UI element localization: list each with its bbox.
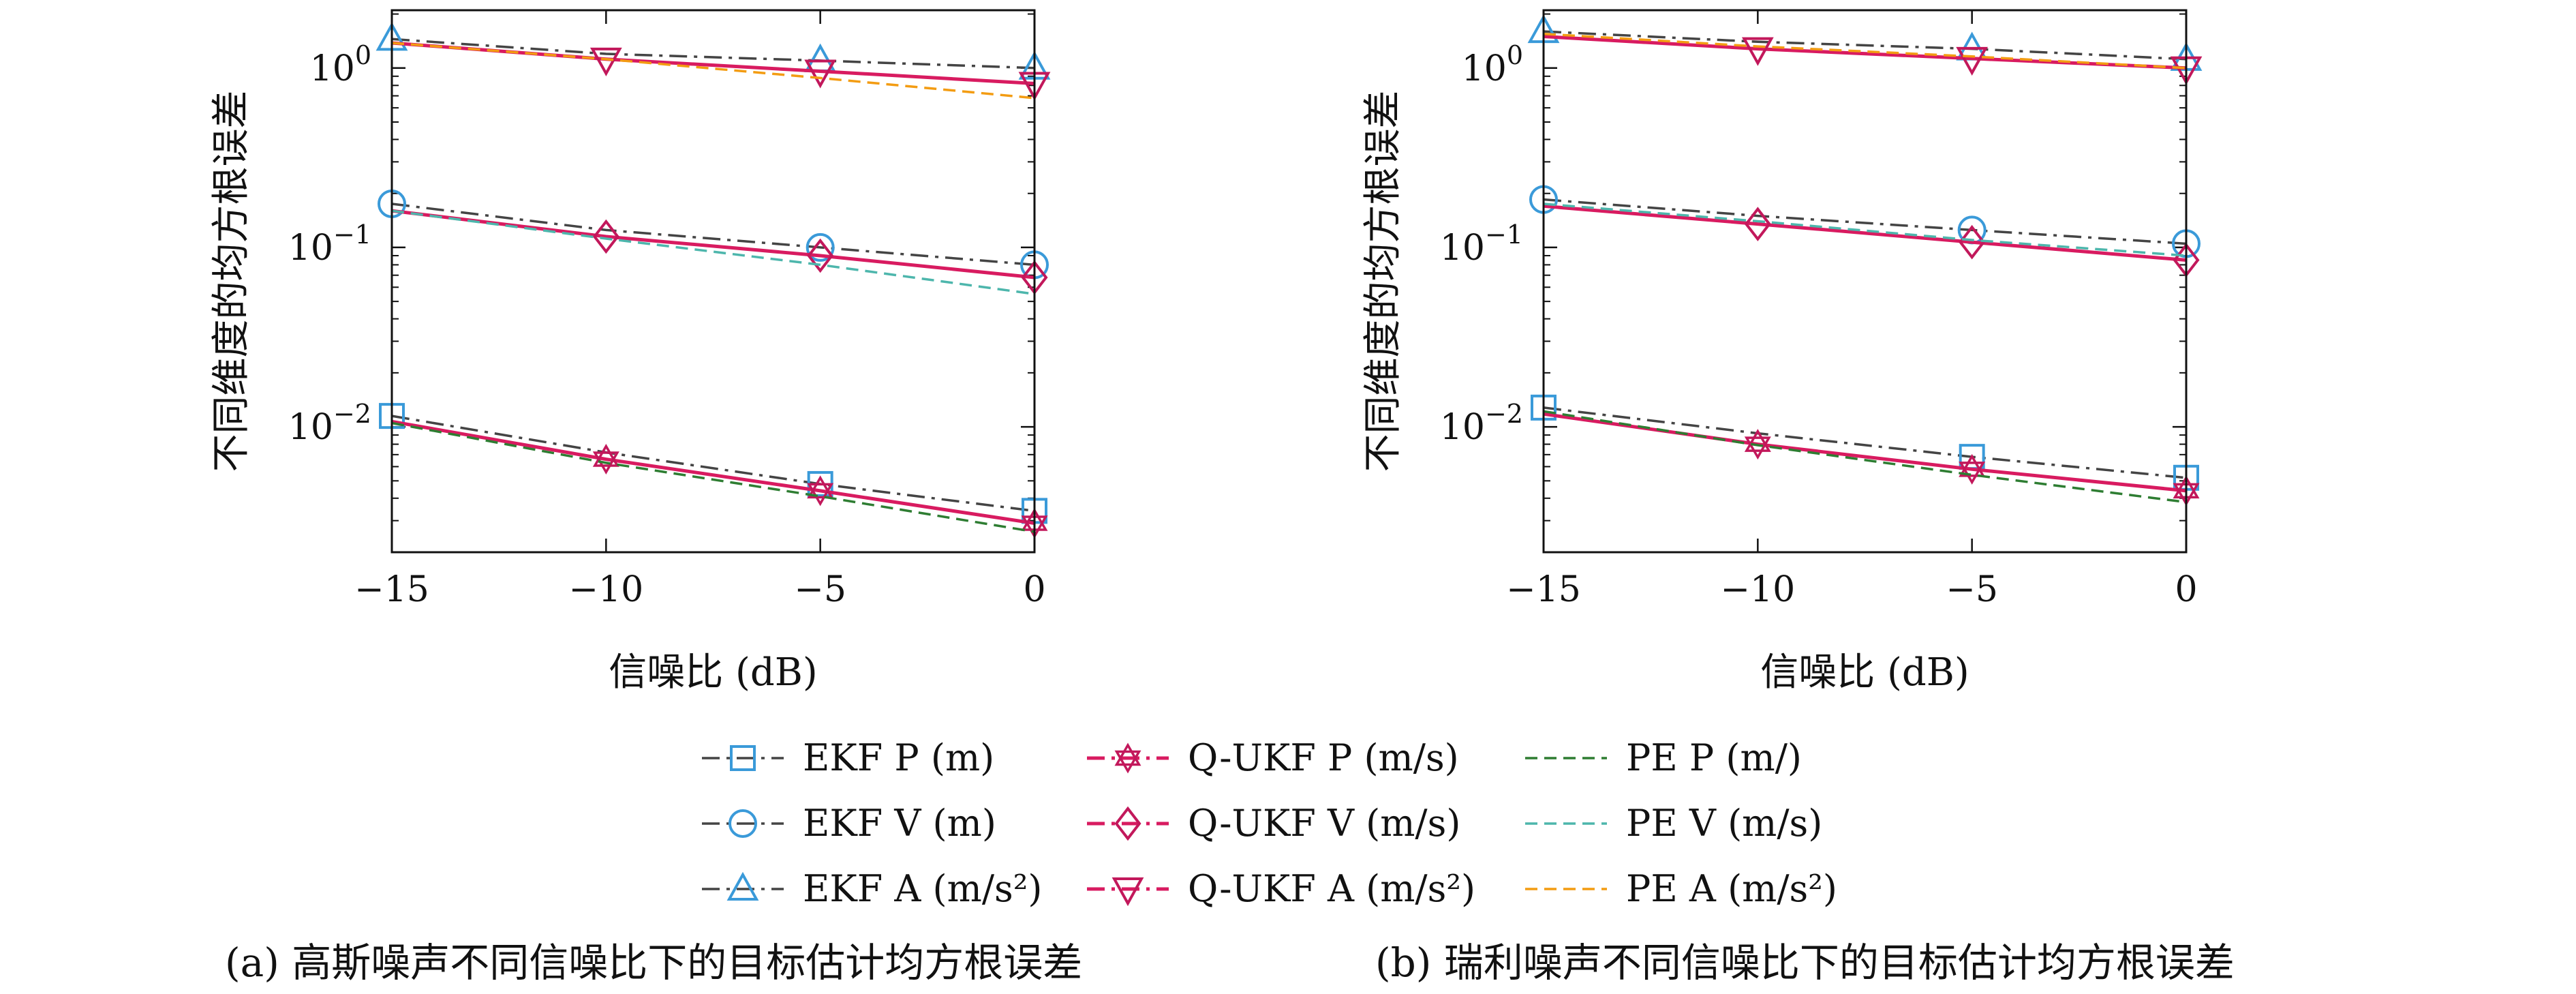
legend-label: EKF V (m) — [803, 802, 996, 845]
data-point — [1959, 224, 1986, 260]
chart-b: 10−2 10−1 100 −15 −10 −5 0 信噪比 (dB) 不同维度的均方根误差 (b… — [1361, 9, 2235, 986]
series-line — [1543, 35, 2187, 70]
data-point — [592, 219, 619, 254]
data-point — [806, 232, 835, 262]
series-ekf-v — [1529, 185, 2201, 258]
series-line — [391, 42, 1035, 100]
series-line — [391, 419, 1035, 525]
series-line — [391, 415, 1035, 513]
y-tick-label: 100 — [1462, 40, 1523, 89]
data-point — [589, 47, 622, 76]
legend-label: PE V (m/s) — [1626, 802, 1822, 845]
legend-label: Q-UKF A (m/s²) — [1188, 867, 1475, 910]
series-line — [1543, 198, 2187, 245]
legend-item: Q-UKF A (m/s²) — [1087, 867, 1475, 910]
series-pe-p — [391, 421, 1035, 533]
legend-label: PE P (m/) — [1626, 736, 1802, 779]
series-line — [1543, 32, 2187, 70]
subfigure-caption: (a) 高斯噪声不同信噪比下的目标估计均方根误差 — [225, 939, 1082, 986]
series-ekf-a — [1527, 14, 2203, 71]
plot-frame — [1542, 9, 2188, 554]
series-line — [391, 209, 1035, 280]
series-line — [391, 37, 1035, 70]
series-pe-p — [1543, 410, 2187, 504]
x-axis-label: 信噪比 (dB) — [609, 650, 818, 695]
series-line — [391, 202, 1035, 267]
y-tick-label: 10−2 — [1440, 399, 1523, 448]
x-tick-label: −15 — [1506, 569, 1581, 610]
legend-marker — [730, 745, 756, 771]
legend-label: Q-UKF P (m/s) — [1188, 736, 1459, 779]
legend-label: PE A (m/s²) — [1626, 867, 1837, 910]
y-tick-label: 10−1 — [1440, 220, 1523, 269]
data-point — [804, 59, 837, 89]
legend-marker — [729, 809, 757, 838]
data-point — [1741, 37, 1774, 66]
series-line — [1543, 30, 2187, 61]
series-pe-v — [1543, 202, 2187, 257]
data-point — [1956, 46, 1989, 76]
series-line — [1543, 202, 2187, 257]
legend-item: PE V (m/s) — [1525, 802, 1822, 845]
series-pe-a — [1543, 32, 2187, 70]
series-ekf-v — [378, 189, 1049, 280]
legend-label: Q-UKF V (m/s) — [1188, 802, 1460, 845]
legend-item: Q-UKF P (m/s) — [1087, 736, 1459, 779]
series-q-ukf-p — [391, 419, 1048, 539]
data-point — [1959, 453, 1986, 485]
x-tick-label: −10 — [1720, 569, 1795, 610]
x-tick-label: 0 — [2175, 569, 2197, 610]
legend-item: PE A (m/s²) — [1525, 867, 1837, 910]
series-pe-a — [391, 42, 1035, 100]
legend-item: PE P (m/) — [1525, 736, 1802, 779]
series-ekf-p — [379, 403, 1047, 524]
series-line — [1543, 412, 2187, 493]
legend-marker — [726, 871, 759, 901]
series-q-ukf-v — [1543, 204, 2200, 277]
series-q-ukf-p — [1543, 412, 2200, 507]
x-tick-label: −10 — [568, 569, 643, 610]
series-line — [391, 41, 1035, 85]
series-line — [1543, 410, 2187, 504]
y-tick-label: 10−2 — [288, 399, 371, 448]
legend-item: EKF A (m/s²) — [702, 867, 1042, 910]
legend: EKF P (m) EKF V (m) EKF A (m/s²) Q-UKF P (m… — [702, 736, 1837, 910]
x-tick-label: −5 — [1946, 569, 1998, 610]
series-line — [1543, 204, 2187, 262]
series-ekf-a — [375, 22, 1051, 80]
series-pe-v — [391, 209, 1035, 296]
legend-marker — [1114, 742, 1141, 774]
series-line — [391, 209, 1035, 296]
x-tick-label: −5 — [794, 569, 846, 610]
series-line — [391, 421, 1035, 533]
x-tick-label: −15 — [354, 569, 429, 610]
x-axis-label: 信噪比 (dB) — [1760, 650, 1969, 695]
legend-item: Q-UKF V (m/s) — [1087, 802, 1460, 845]
data-point — [807, 238, 834, 273]
series-line — [1543, 406, 2187, 479]
plot-frame — [390, 9, 1036, 554]
data-point — [1744, 207, 1771, 241]
legend-item: EKF P (m) — [702, 736, 994, 779]
y-axis-label: 不同维度的均方根误差 — [1361, 91, 1405, 472]
y-axis-label: 不同维度的均方根误差 — [209, 91, 254, 472]
legend-item: EKF V (m) — [702, 802, 996, 845]
data-point — [1744, 429, 1771, 460]
legend-marker — [1111, 877, 1144, 907]
series-q-ukf-a — [1543, 35, 2203, 85]
y-tick-label: 100 — [310, 40, 371, 89]
legend-label: EKF P (m) — [803, 736, 994, 779]
legend-label: EKF A (m/s²) — [803, 867, 1042, 910]
subfigure-caption: (b) 瑞利噪声不同信噪比下的目标估计均方根误差 — [1375, 939, 2235, 986]
chart-a: 10−2 10−1 100 −15 −10 −5 0 信噪比 (dB) 不同维度的均方根误差 (a… — [209, 9, 1082, 986]
data-point — [807, 475, 834, 507]
y-tick-label: 10−1 — [288, 220, 371, 269]
series-ekf-p — [1531, 394, 2199, 491]
x-tick-label: 0 — [1023, 569, 1045, 610]
legend-marker — [1114, 806, 1141, 841]
